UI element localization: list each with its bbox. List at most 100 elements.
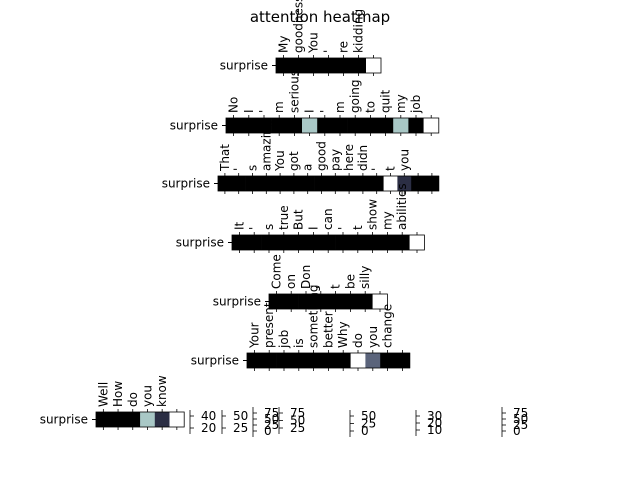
heatmap-cell [169, 412, 185, 427]
token-label: is [292, 338, 306, 348]
heatmap-cell [328, 294, 344, 309]
row-frame [95, 411, 185, 428]
heatmap-cell [397, 176, 412, 191]
token-label: present [262, 302, 276, 348]
heatmap-cell [306, 58, 322, 73]
heatmap-cell [273, 176, 288, 191]
heatmap-cell [306, 235, 322, 250]
token-label: ' [318, 110, 332, 113]
token-label: I [303, 109, 317, 113]
heatmap-cell [140, 412, 156, 427]
token-label: I [242, 109, 256, 113]
heatmap-cell [372, 294, 388, 309]
heatmap-cell [366, 58, 382, 73]
heatmap-cell [378, 118, 394, 133]
heatmap-cell [411, 176, 426, 191]
token-label: t [384, 166, 398, 171]
token-label: you [397, 149, 411, 171]
heatmap-cell [393, 118, 409, 133]
heatmap-cell [423, 118, 440, 133]
colorbar-tick-label: 50 [264, 412, 279, 426]
row-label: surprise [220, 59, 268, 73]
colorbar-tick-label: 25 [513, 418, 528, 432]
token-label: to [363, 101, 377, 113]
token-label: be [343, 274, 357, 289]
heatmap-cell [291, 353, 307, 368]
token-label: my [380, 211, 394, 230]
heatmap-cell [231, 176, 246, 191]
heatmap-cell [276, 58, 292, 73]
heatmap-cell [328, 176, 343, 191]
token-label: Why [336, 321, 350, 348]
heatmap-cell [259, 176, 274, 191]
token-label: You [273, 150, 287, 172]
heatmap-row: surprise Your present job is something better W… [191, 284, 411, 371]
heatmap-cell [380, 235, 396, 250]
token-label: Your [247, 322, 261, 349]
heatmap-cell [276, 235, 292, 250]
token-label: you [366, 326, 380, 348]
token-label: Well [96, 382, 110, 407]
token-label: do [351, 333, 365, 348]
token-label: Don [299, 265, 313, 289]
token-label: But [292, 209, 306, 230]
token-label: It [232, 221, 246, 230]
colorbar-tick-label: 75 [264, 406, 279, 420]
colorbar-tick-label: 25 [264, 418, 279, 432]
token-label: m [333, 101, 347, 113]
token-label: ' [314, 286, 328, 289]
token-label: t [351, 225, 365, 230]
row-label: surprise [213, 295, 261, 309]
token-label: my [394, 94, 408, 113]
token-label: ' [232, 168, 246, 171]
heatmap-cell [365, 235, 381, 250]
heatmap-cell [286, 118, 303, 133]
heatmap-cell [110, 412, 126, 427]
heatmap-cell [335, 235, 351, 250]
heatmap-cell [350, 353, 366, 368]
heatmap-cell [154, 412, 170, 427]
heatmap-cell [342, 176, 357, 191]
heatmap-cell [336, 58, 352, 73]
heatmap-cell [321, 353, 337, 368]
token-label: going [348, 79, 362, 113]
token-label: ' [336, 227, 350, 230]
heatmap-cell [241, 118, 257, 133]
colorbar-tick-label: 50 [361, 409, 376, 423]
token-label: My [277, 36, 291, 53]
colorbar-tick-label: 40 [201, 409, 216, 423]
token-label: something [307, 284, 321, 348]
token-label: s [262, 224, 276, 230]
heatmap-cell [269, 294, 285, 309]
heatmap-row: surprise My goodness You ' re kidding [220, 0, 382, 76]
heatmap-cell [256, 118, 272, 133]
token-label: t [329, 284, 343, 289]
heatmap-cell [314, 176, 329, 191]
row-label: surprise [191, 354, 239, 368]
token-label: goodness [292, 0, 306, 53]
heatmap-cell [335, 353, 351, 368]
token-label: s [246, 165, 260, 171]
heatmap-cell [317, 118, 333, 133]
colorbar-tick-label: 10 [427, 423, 442, 437]
token-label: That [218, 144, 232, 172]
heatmap-cell [369, 176, 384, 191]
token-label: do [126, 392, 140, 407]
token-label: a [301, 164, 315, 171]
token-label: job [277, 330, 291, 349]
token-label: here [342, 144, 356, 171]
heatmap-cell [247, 353, 263, 368]
heatmap-cell [350, 235, 366, 250]
token-label: you [140, 385, 154, 407]
token-label: Come [269, 254, 283, 289]
row-frame [225, 117, 440, 134]
colorbar-tick-label: 25 [233, 421, 248, 435]
row-frame [268, 293, 388, 310]
